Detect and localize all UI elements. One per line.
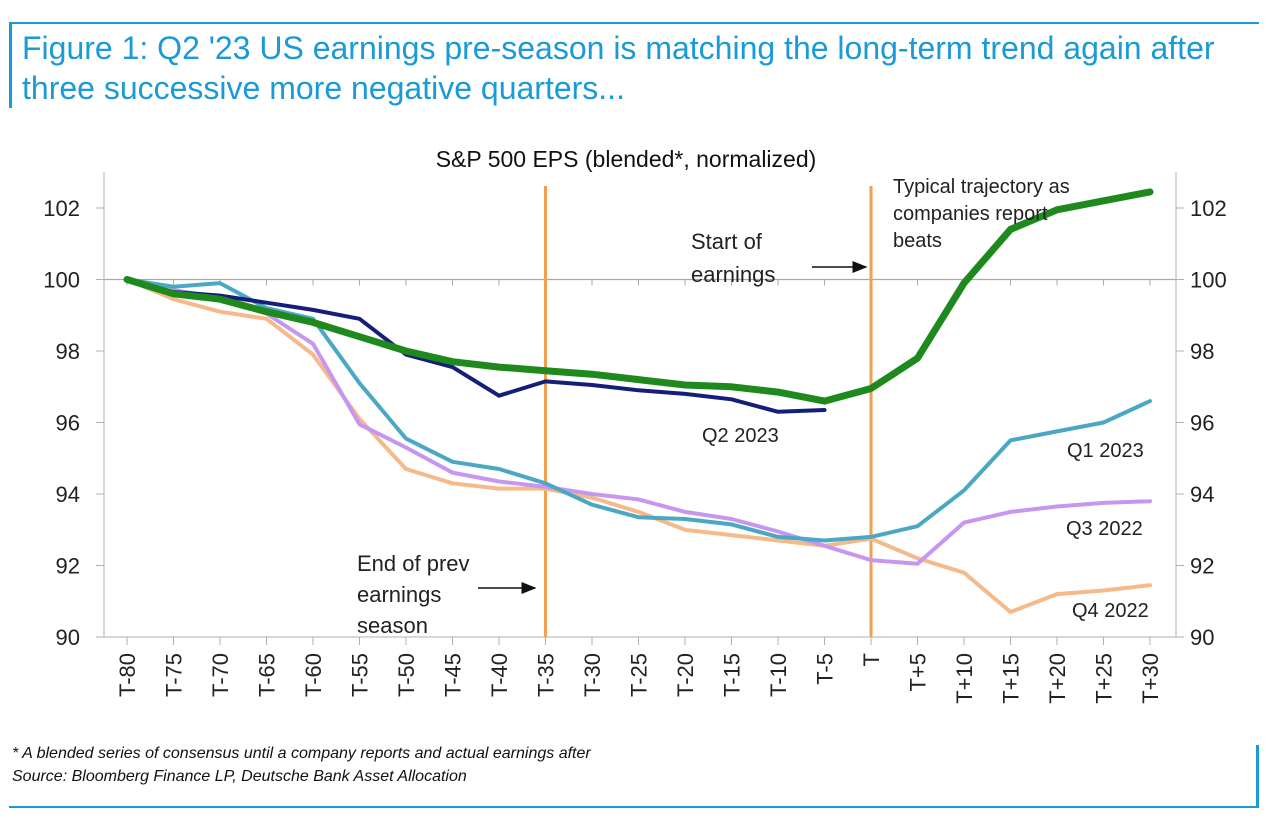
- eps-line-chart: S&P 500 EPS (blended*, normalized) 90 90 92…: [43, 146, 1227, 704]
- label-q1-2023: Q1 2023: [1067, 440, 1144, 462]
- x-tick-label: T-60: [301, 653, 326, 697]
- x-tick-label: T-80: [115, 653, 140, 697]
- series-line-q3_2022: [125, 277, 1152, 566]
- frame-bottom-border: [9, 806, 1259, 808]
- y-tick-label-left: 90: [56, 625, 80, 650]
- y-tick-label-left: 102: [43, 196, 80, 221]
- series-line-q4_2022: [125, 277, 1152, 614]
- x-tick-label: T-70: [208, 653, 233, 697]
- y-tick-label-left: 94: [56, 482, 80, 507]
- y-tick-label-left: 98: [56, 339, 80, 364]
- x-tick-label: T-75: [162, 653, 187, 697]
- annotation-end-of-prev: earnings: [357, 582, 441, 607]
- series-line-q2_2023: [125, 277, 827, 414]
- x-tick-label: T: [859, 653, 884, 666]
- y-tick-label-right: 92: [1190, 554, 1214, 579]
- frame-top-border: [9, 22, 1259, 24]
- annotation-typical-trajectory: companies report: [893, 203, 1048, 225]
- y-tick-label-left: 96: [56, 411, 80, 436]
- x-tick-label: T-20: [673, 653, 698, 697]
- x-tick-label: T+30: [1138, 653, 1163, 704]
- series-line-q1_2023: [125, 277, 1152, 543]
- annotation-typical-trajectory: beats: [893, 230, 942, 252]
- x-tick-label: T+10: [952, 653, 977, 704]
- chart-title: S&P 500 EPS (blended*, normalized): [436, 146, 817, 172]
- annotation-end-of-prev: season: [357, 613, 428, 638]
- x-tick-label: T-30: [580, 653, 605, 697]
- footnote: * A blended series of consensus until a …: [12, 745, 591, 762]
- x-tick-label: T-50: [394, 653, 419, 697]
- x-tick-label: T-35: [534, 653, 559, 697]
- frame-left-border: [9, 22, 12, 108]
- source-note: Source: Bloomberg Finance LP, Deutsche B…: [12, 768, 467, 785]
- annotation-start-of-earnings: Start of: [691, 229, 763, 254]
- label-q2-2023: Q2 2023: [702, 425, 779, 447]
- y-tick-label-right: 98: [1190, 339, 1214, 364]
- annotation-typical-trajectory: Typical trajectory as: [893, 176, 1070, 198]
- y-tick-label-right: 100: [1190, 268, 1227, 293]
- y-tick-label-right: 102: [1190, 196, 1227, 221]
- x-tick-label: T-40: [487, 653, 512, 697]
- y-tick-label-left: 92: [56, 554, 80, 579]
- series-line-typical: [123, 188, 1154, 405]
- x-tick-label: T-15: [720, 653, 745, 697]
- label-q3-2022: Q3 2022: [1066, 518, 1143, 540]
- y-tick-label-right: 90: [1190, 625, 1214, 650]
- figure-title: Figure 1: Q2 '23 US earnings pre-season …: [22, 30, 1215, 106]
- x-tick-label: T+25: [1092, 653, 1117, 704]
- x-tick-label: T-5: [813, 653, 838, 685]
- x-tick-label: T-55: [348, 653, 373, 697]
- y-tick-label-left: 100: [43, 268, 80, 293]
- x-tick-label: T-10: [766, 653, 791, 697]
- x-tick-label: T+20: [1045, 653, 1070, 704]
- y-tick-label-right: 94: [1190, 482, 1214, 507]
- x-tick-label: T+5: [906, 653, 931, 692]
- x-tick-label: T-25: [627, 653, 652, 697]
- frame-right-border: [1256, 745, 1259, 808]
- x-tick-label: T-45: [441, 653, 466, 697]
- annotation-end-of-prev: End of prev: [357, 551, 470, 576]
- x-tick-label: T+15: [999, 653, 1024, 704]
- label-q4-2022: Q4 2022: [1072, 600, 1149, 622]
- y-tick-label-right: 96: [1190, 411, 1214, 436]
- x-tick-label: T-65: [255, 653, 280, 697]
- annotation-start-of-earnings: earnings: [691, 262, 775, 287]
